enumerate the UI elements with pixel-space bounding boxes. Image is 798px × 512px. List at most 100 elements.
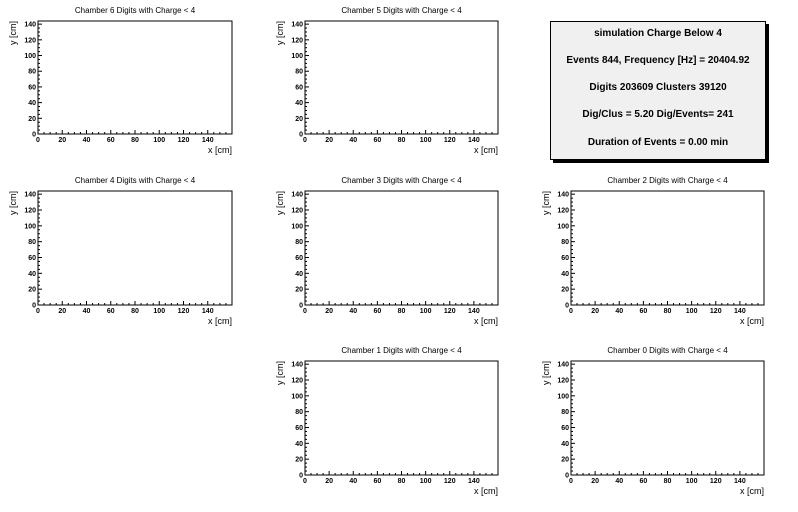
- y-tick-label: 120: [291, 37, 303, 44]
- y-tick-label: 60: [561, 425, 569, 432]
- x-axis-label: x [cm]: [474, 145, 498, 155]
- y-tick-label: 100: [24, 223, 36, 230]
- stats-events-frequency: Events 844, Frequency [Hz] = 20404.92: [566, 55, 750, 66]
- plot-frame: [37, 190, 233, 306]
- y-tick-label: 100: [24, 53, 36, 60]
- plot-chamber-5-digits-with-charge-4: Chamber 5 Digits with Charge < 4 0 20 40 60 8…: [275, 6, 499, 155]
- x-tick-label: 60: [373, 478, 381, 485]
- y-tick-label: 60: [28, 255, 36, 262]
- x-tick-label: 40: [349, 308, 357, 315]
- y-axis-label: y [cm]: [8, 21, 18, 45]
- plot-title: Chamber 5 Digits with Charge < 4: [341, 6, 462, 15]
- y-tick-label: 20: [295, 116, 303, 123]
- x-tick-label: 140: [734, 308, 746, 315]
- y-tick-label: 120: [557, 208, 569, 215]
- x-tick-label: 140: [202, 137, 214, 144]
- x-tick-label: 0: [569, 478, 573, 485]
- x-tick-label: 120: [178, 308, 190, 315]
- y-tick-label: 40: [295, 271, 303, 278]
- stats-digits-clusters: Digits 203609 Clusters 39120: [589, 82, 727, 93]
- y-axis-label: y [cm]: [8, 191, 18, 215]
- y-tick-label: 140: [291, 22, 303, 29]
- y-tick-label: 0: [299, 303, 303, 310]
- x-axis-label: x [cm]: [474, 486, 498, 496]
- y-tick-label: 20: [295, 457, 303, 464]
- plot-chamber-1-digits-with-charge-4: Chamber 1 Digits with Charge < 4 0 20 40 60 8…: [275, 346, 499, 496]
- plot-title: Chamber 6 Digits with Charge < 4: [75, 6, 196, 15]
- x-tick-label: 100: [153, 137, 165, 144]
- y-tick-label: 20: [295, 287, 303, 294]
- x-tick-label: 140: [734, 478, 746, 485]
- y-tick-label: 60: [28, 84, 36, 91]
- x-axis-label: x [cm]: [740, 486, 764, 496]
- x-tick-label: 0: [36, 308, 40, 315]
- x-tick-label: 20: [591, 308, 599, 315]
- x-tick-label: 140: [468, 478, 480, 485]
- plot-title: Chamber 1 Digits with Charge < 4: [341, 346, 462, 355]
- x-tick-label: 100: [420, 137, 432, 144]
- x-tick-label: 80: [664, 478, 672, 485]
- x-tick-label: 20: [325, 478, 333, 485]
- x-tick-label: 60: [373, 137, 381, 144]
- y-tick-label: 120: [24, 37, 36, 44]
- x-axis-label: x [cm]: [740, 316, 764, 326]
- x-tick-label: 40: [349, 478, 357, 485]
- x-tick-label: 0: [36, 137, 40, 144]
- plot-title: Chamber 2 Digits with Charge < 4: [607, 176, 728, 185]
- x-tick-label: 60: [639, 308, 647, 315]
- x-tick-label: 120: [178, 137, 190, 144]
- y-tick-label: 40: [28, 100, 36, 107]
- y-tick-label: 80: [28, 69, 36, 76]
- x-axis-label: x [cm]: [208, 145, 232, 155]
- y-tick-label: 100: [291, 223, 303, 230]
- y-tick-label: 80: [561, 409, 569, 416]
- x-tick-label: 80: [664, 308, 672, 315]
- x-tick-label: 120: [444, 137, 456, 144]
- x-tick-label: 100: [420, 478, 432, 485]
- x-tick-label: 100: [686, 308, 698, 315]
- x-tick-label: 40: [83, 137, 91, 144]
- y-tick-label: 100: [557, 223, 569, 230]
- x-tick-label: 120: [710, 308, 722, 315]
- y-tick-label: 120: [291, 208, 303, 215]
- y-axis-label: y [cm]: [541, 191, 551, 215]
- x-tick-label: 20: [58, 137, 66, 144]
- plot-title: Chamber 3 Digits with Charge < 4: [341, 176, 462, 185]
- x-tick-label: 0: [303, 478, 307, 485]
- plot-chamber-6-digits-with-charge-4: Chamber 6 Digits with Charge < 4 0 20 40 60 8…: [8, 6, 233, 155]
- y-tick-label: 140: [24, 192, 36, 199]
- y-tick-label: 60: [295, 84, 303, 91]
- stats-title: simulation Charge Below 4: [594, 28, 722, 39]
- x-tick-label: 100: [153, 308, 165, 315]
- y-tick-label: 80: [295, 409, 303, 416]
- x-tick-label: 60: [639, 478, 647, 485]
- statistics-box: simulation Charge Below 4 Events 844, Fr…: [550, 21, 766, 160]
- x-tick-label: 40: [615, 308, 623, 315]
- y-tick-label: 120: [291, 378, 303, 385]
- y-tick-label: 140: [291, 362, 303, 369]
- y-tick-label: 20: [28, 287, 36, 294]
- plot-title: Chamber 4 Digits with Charge < 4: [75, 176, 196, 185]
- plot-chamber-0-digits-with-charge-4: Chamber 0 Digits with Charge < 4 0 20 40 60 8…: [541, 346, 765, 496]
- x-tick-label: 80: [131, 308, 139, 315]
- plot-frame: [304, 360, 499, 476]
- y-tick-label: 140: [291, 192, 303, 199]
- y-tick-label: 0: [299, 473, 303, 480]
- plot-title: Chamber 0 Digits with Charge < 4: [607, 346, 728, 355]
- x-tick-label: 120: [444, 308, 456, 315]
- y-tick-label: 20: [28, 116, 36, 123]
- x-tick-label: 80: [131, 137, 139, 144]
- y-tick-label: 80: [28, 239, 36, 246]
- y-tick-label: 0: [32, 132, 36, 139]
- x-tick-label: 20: [58, 308, 66, 315]
- y-tick-label: 80: [295, 69, 303, 76]
- x-axis-label: x [cm]: [474, 316, 498, 326]
- y-tick-label: 40: [295, 441, 303, 448]
- plot-chamber-4-digits-with-charge-4: Chamber 4 Digits with Charge < 4 0 20 40 60 8…: [8, 176, 233, 326]
- x-tick-label: 20: [591, 478, 599, 485]
- y-axis-label: y [cm]: [541, 361, 551, 385]
- x-axis-label: x [cm]: [208, 316, 232, 326]
- x-tick-label: 60: [107, 137, 115, 144]
- x-tick-label: 0: [303, 308, 307, 315]
